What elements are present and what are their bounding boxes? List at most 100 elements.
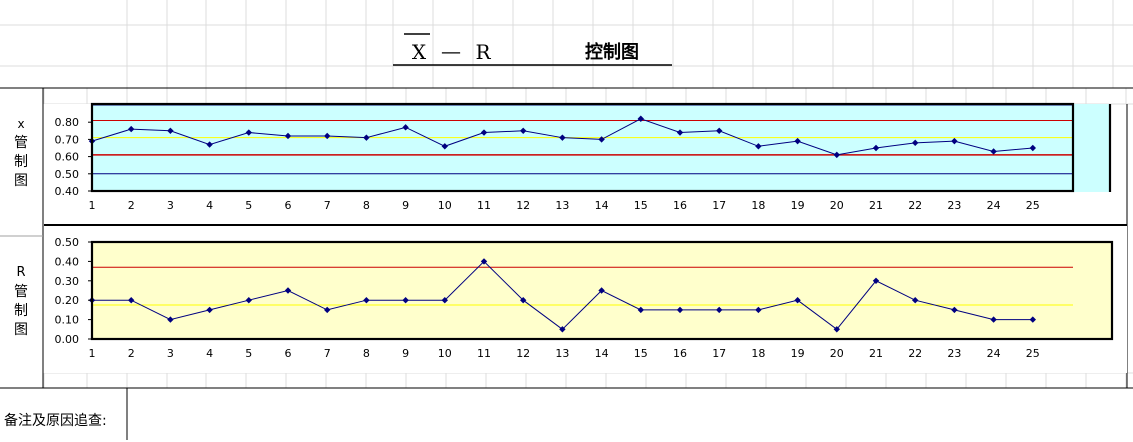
data-point	[520, 297, 527, 304]
y-tick-label: 0.00	[55, 333, 80, 346]
x-tick-label: 23	[947, 347, 961, 360]
r-chart-label-char: R	[16, 265, 25, 280]
r-chart-label-char: 制	[14, 303, 28, 319]
data-point	[951, 137, 958, 145]
x-tick-label: 2	[128, 347, 135, 360]
x-tick-label: 14	[595, 199, 609, 212]
x-tick-label: 14	[595, 347, 609, 360]
y-tick-label: 0.50	[55, 236, 80, 249]
data-point	[167, 127, 174, 134]
y-tick-label: 0.40	[55, 255, 80, 268]
x-tick-label: 9	[402, 347, 409, 360]
x-tick-label: 12	[516, 199, 530, 212]
data-point	[755, 306, 762, 314]
x-tick-label: 22	[908, 347, 922, 360]
data-point	[441, 143, 448, 150]
x-tick-label: 19	[791, 347, 805, 360]
x-tick-label: 1	[89, 347, 96, 360]
x-tick-label: 4	[206, 199, 213, 212]
data-point	[912, 139, 919, 147]
title-control-chart: 控制图	[585, 41, 639, 63]
x-tick-label: 24	[987, 347, 1001, 360]
x-tick-label: 16	[673, 347, 687, 360]
x-tick-label: 21	[869, 199, 883, 212]
x-tick-label: 11	[477, 199, 491, 212]
data-point	[324, 132, 331, 140]
data-point	[637, 115, 644, 122]
data-point	[872, 277, 880, 284]
data-point	[402, 297, 409, 304]
x-tick-label: 10	[438, 199, 452, 212]
data-point	[637, 306, 644, 314]
x-chart-label-char: 管	[14, 135, 28, 151]
data-point	[480, 258, 488, 265]
data-point	[951, 306, 958, 314]
plot-area-extension	[1073, 104, 1110, 192]
x-tick-label: 3	[167, 347, 174, 360]
data-point	[520, 127, 527, 134]
x-chart-label-char: x	[17, 117, 24, 131]
data-point	[206, 306, 213, 314]
y-tick-label: 0.70	[55, 133, 80, 146]
data-point	[128, 297, 135, 304]
x-tick-label: 9	[402, 199, 409, 212]
data-point	[284, 132, 292, 140]
x-tick-label: 5	[245, 199, 252, 212]
remarks-label: 备注及原因追查:	[4, 412, 107, 429]
data-point	[716, 306, 723, 314]
x-tick-label: 25	[1026, 347, 1040, 360]
x-tick-label: 20	[830, 347, 844, 360]
data-point	[206, 141, 213, 148]
data-point	[794, 137, 801, 145]
data-point	[245, 297, 252, 304]
title-x-bar: X	[412, 40, 427, 64]
data-point	[363, 134, 370, 141]
x-tick-label: 17	[712, 347, 726, 360]
data-point	[1029, 316, 1036, 323]
data-point	[912, 297, 919, 304]
x-chart-label-char: 制	[14, 154, 28, 170]
data-point	[559, 134, 566, 141]
x-tick-label: 23	[947, 199, 961, 212]
data-point	[1029, 144, 1036, 152]
data-point	[441, 297, 448, 304]
x-tick-label: 16	[673, 199, 687, 212]
data-point	[716, 127, 723, 134]
data-point	[833, 326, 840, 333]
x-tick-label: 7	[324, 347, 331, 360]
range-chart: 0.000.100.200.300.400.501 2 3 4 5 6 7 8 9 10 11 12 1…	[44, 226, 1127, 373]
data-point	[245, 129, 252, 136]
x-tick-label: 21	[869, 347, 883, 360]
x-tick-label: 7	[324, 199, 331, 212]
y-tick-label: 0.80	[55, 116, 80, 129]
plot-frame	[90, 102, 1075, 193]
x-tick-label: 10	[438, 347, 452, 360]
x-tick-label: 6	[285, 347, 292, 360]
x-tick-label: 15	[634, 347, 648, 360]
x-tick-label: 11	[477, 347, 491, 360]
data-point	[872, 144, 880, 152]
x-tick-label: 8	[363, 347, 370, 360]
x-tick-label: 1	[89, 199, 96, 212]
y-tick-label: 0.40	[55, 185, 80, 198]
x-tick-label: 22	[908, 199, 922, 212]
x-tick-label: 18	[751, 347, 765, 360]
x-chart-label-char: 图	[14, 173, 28, 189]
y-tick-label: 0.30	[55, 275, 80, 288]
x-tick-label: 20	[830, 199, 844, 212]
data-point	[598, 287, 605, 294]
r-chart-label-char: 图	[14, 322, 28, 338]
title-r: R	[475, 40, 491, 64]
x-tick-label: 25	[1026, 199, 1040, 212]
data-point	[284, 287, 292, 294]
title-dash: —	[441, 39, 461, 63]
plot-area	[92, 104, 1073, 191]
data-point	[480, 129, 488, 136]
y-tick-label: 0.20	[55, 294, 80, 307]
data-point	[167, 316, 174, 323]
data-point	[755, 143, 762, 150]
remarks-row: 备注及原因追查:	[4, 412, 107, 429]
x-bar-chart: 0.400.500.600.700.801 2 3 4 5 6 7 8 9 10 11 12 13 14 1…	[44, 102, 1127, 226]
data-point	[402, 124, 409, 131]
